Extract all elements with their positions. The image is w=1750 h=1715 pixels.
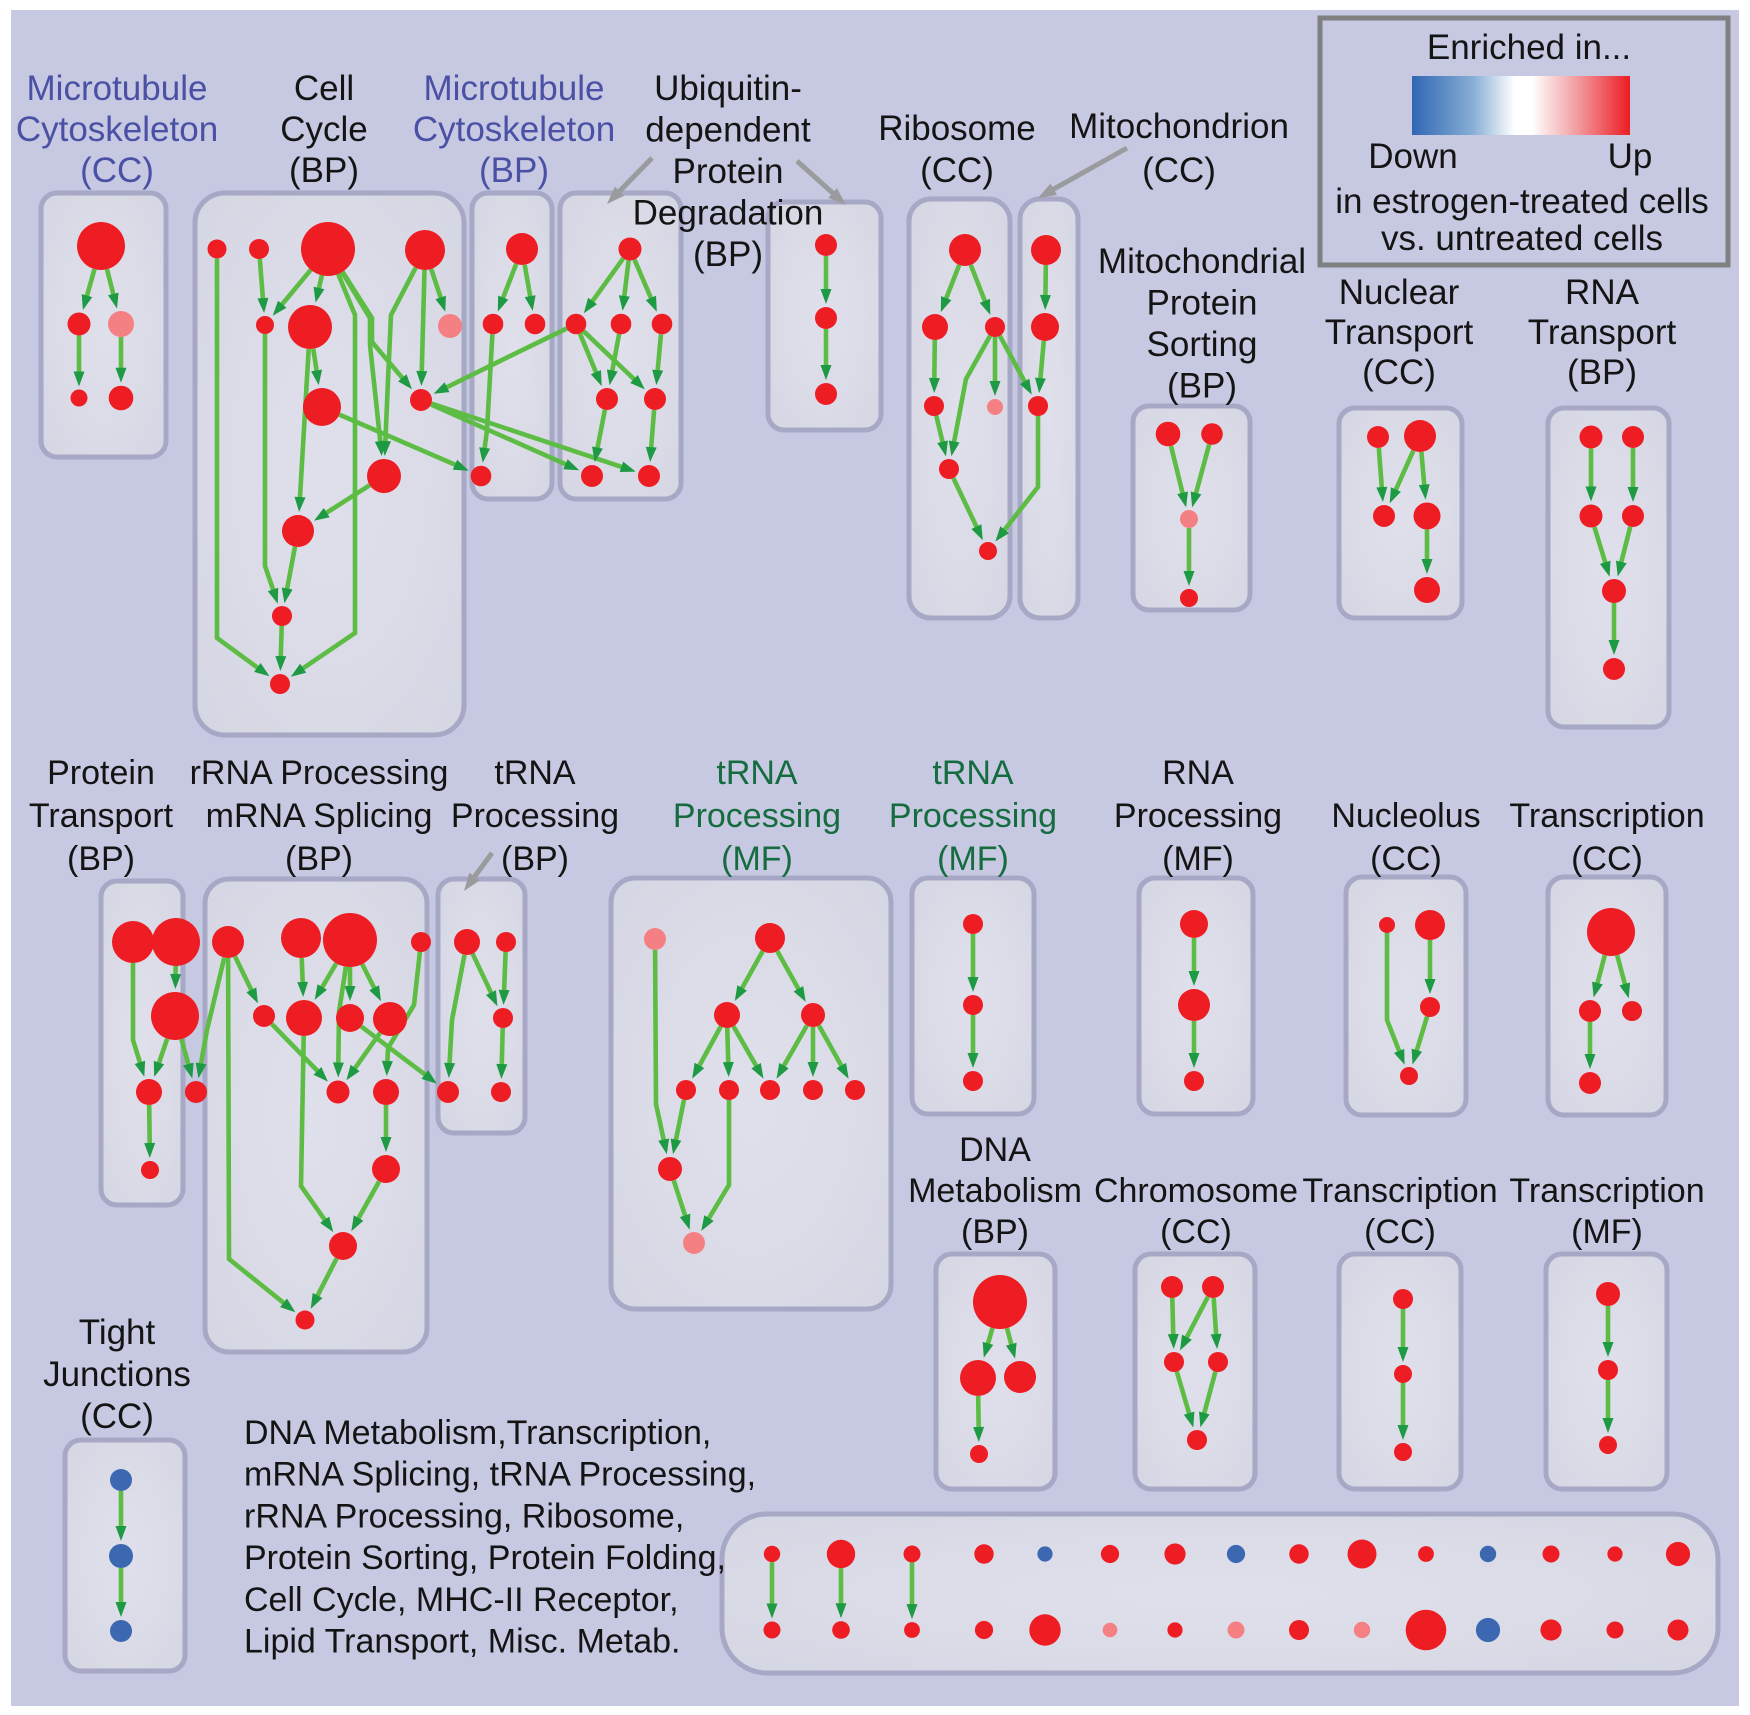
svg-text:in estrogen-treated cells: in estrogen-treated cells — [1335, 182, 1709, 221]
svg-text:Mitochondrion: Mitochondrion — [1069, 107, 1289, 146]
svg-text:tRNA: tRNA — [716, 754, 798, 792]
svg-text:Degradation: Degradation — [633, 194, 824, 233]
svg-text:(CC): (CC) — [920, 151, 994, 190]
svg-text:DNA: DNA — [959, 1131, 1031, 1169]
svg-text:(BP): (BP) — [479, 151, 549, 190]
svg-text:(MF): (MF) — [1162, 840, 1234, 878]
svg-text:Protein: Protein — [47, 754, 155, 792]
svg-text:Lipid Transport, Misc. Metab.: Lipid Transport, Misc. Metab. — [244, 1623, 681, 1661]
svg-text:(BP): (BP) — [1167, 367, 1237, 406]
svg-text:Cytoskeleton: Cytoskeleton — [16, 110, 218, 149]
svg-text:(BP): (BP) — [289, 151, 359, 190]
svg-text:Tight: Tight — [79, 1313, 156, 1352]
svg-text:(CC): (CC) — [80, 1397, 154, 1436]
svg-text:Protein: Protein — [673, 152, 784, 191]
svg-text:Transport: Transport — [1528, 313, 1677, 352]
svg-text:Cell Cycle, MHC-II Receptor,: Cell Cycle, MHC-II Receptor, — [244, 1581, 679, 1619]
svg-text:Nucleolus: Nucleolus — [1331, 797, 1480, 835]
svg-text:Nuclear: Nuclear — [1339, 273, 1460, 312]
svg-text:DNA Metabolism,Transcription,: DNA Metabolism,Transcription, — [244, 1414, 711, 1452]
svg-text:(CC): (CC) — [1160, 1213, 1232, 1251]
svg-text:(MF): (MF) — [937, 840, 1009, 878]
svg-text:Cytoskeleton: Cytoskeleton — [413, 110, 615, 149]
svg-text:(MF): (MF) — [1571, 1213, 1643, 1251]
svg-text:Protein Sorting, Protein Foldi: Protein Sorting, Protein Folding, — [244, 1539, 726, 1577]
svg-text:Transcription: Transcription — [1302, 1172, 1497, 1210]
svg-text:rRNA Processing: rRNA Processing — [190, 754, 449, 792]
svg-text:Ubiquitin-: Ubiquitin- — [654, 69, 802, 108]
svg-text:Transcription: Transcription — [1509, 797, 1704, 835]
svg-text:RNA: RNA — [1162, 754, 1234, 792]
svg-text:rRNA Processing, Ribosome,: rRNA Processing, Ribosome, — [244, 1497, 684, 1535]
svg-text:Sorting: Sorting — [1147, 325, 1258, 364]
svg-text:Processing: Processing — [1114, 797, 1282, 835]
svg-text:Cell: Cell — [294, 69, 354, 108]
svg-text:dependent: dependent — [645, 111, 811, 150]
svg-text:Metabolism: Metabolism — [908, 1172, 1082, 1210]
svg-text:Transcription: Transcription — [1509, 1172, 1704, 1210]
svg-text:(BP): (BP) — [693, 235, 763, 274]
svg-text:(CC): (CC) — [1370, 840, 1442, 878]
svg-text:Ribosome: Ribosome — [878, 109, 1036, 148]
svg-text:Processing: Processing — [889, 797, 1057, 835]
svg-text:(CC): (CC) — [1362, 353, 1436, 392]
svg-text:(BP): (BP) — [961, 1213, 1029, 1251]
svg-text:Junctions: Junctions — [43, 1355, 191, 1394]
svg-text:(BP): (BP) — [1567, 353, 1637, 392]
svg-text:mRNA Splicing, tRNA Processing: mRNA Splicing, tRNA Processing, — [244, 1456, 756, 1494]
svg-text:Microtubule: Microtubule — [27, 69, 208, 108]
svg-text:Microtubule: Microtubule — [424, 69, 605, 108]
svg-text:(CC): (CC) — [1571, 840, 1643, 878]
svg-text:Processing: Processing — [451, 797, 619, 835]
svg-text:RNA: RNA — [1565, 273, 1640, 312]
svg-text:(MF): (MF) — [721, 840, 793, 878]
svg-text:(BP): (BP) — [285, 840, 353, 878]
svg-text:Chromosome: Chromosome — [1094, 1172, 1298, 1210]
svg-text:vs. untreated cells: vs. untreated cells — [1381, 219, 1663, 258]
svg-text:mRNA Splicing: mRNA Splicing — [206, 797, 433, 835]
svg-text:Mitochondrial: Mitochondrial — [1098, 242, 1306, 281]
svg-text:Enriched in...: Enriched in... — [1427, 28, 1631, 67]
svg-text:tRNA: tRNA — [494, 754, 576, 792]
svg-text:(CC): (CC) — [80, 151, 154, 190]
svg-text:Down: Down — [1368, 137, 1457, 176]
svg-text:Protein: Protein — [1147, 284, 1258, 323]
svg-text:Cycle: Cycle — [280, 110, 368, 149]
svg-text:(CC): (CC) — [1364, 1213, 1436, 1251]
svg-text:Up: Up — [1608, 137, 1653, 176]
svg-text:tRNA: tRNA — [932, 754, 1014, 792]
svg-text:(CC): (CC) — [1142, 151, 1216, 190]
svg-text:Transport: Transport — [1325, 313, 1474, 352]
svg-text:Processing: Processing — [673, 797, 841, 835]
svg-text:(BP): (BP) — [501, 840, 569, 878]
svg-text:Transport: Transport — [29, 797, 174, 835]
svg-text:(BP): (BP) — [67, 840, 135, 878]
